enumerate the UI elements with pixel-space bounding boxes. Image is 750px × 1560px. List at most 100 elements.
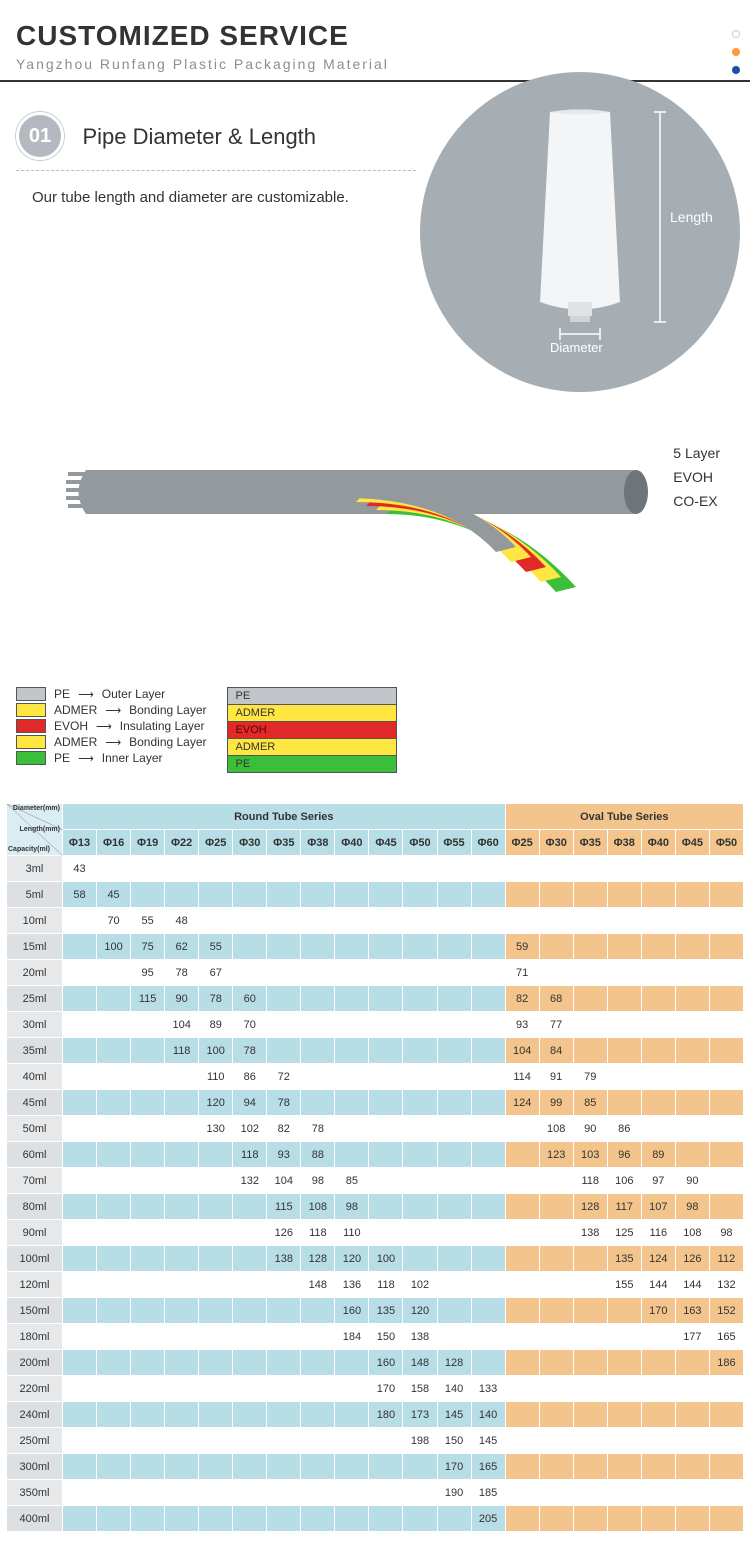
table-cell-round: 130 <box>199 1116 233 1142</box>
table-cell-oval <box>573 1428 607 1454</box>
table-cell-round: 120 <box>403 1298 437 1324</box>
table-cell-oval <box>641 934 675 960</box>
table-cell-round <box>403 1142 437 1168</box>
table-cell-round: 43 <box>63 856 97 882</box>
table-cell-oval <box>505 1116 539 1142</box>
table-cell-oval <box>675 1402 709 1428</box>
table-cell-round <box>335 1064 369 1090</box>
table-cell-round <box>233 1506 267 1532</box>
table-cell-oval <box>505 1194 539 1220</box>
diameter-header: Φ30 <box>539 830 573 856</box>
section-badge: 01 <box>16 112 64 160</box>
table-cell-oval <box>675 1064 709 1090</box>
diameter-header: Φ45 <box>675 830 709 856</box>
table-cell-round <box>233 1454 267 1480</box>
table-cell-round <box>233 1272 267 1298</box>
table-cell-round <box>97 1272 131 1298</box>
layer-side-labels: 5 LayerEVOHCO-EX <box>673 442 720 513</box>
table-cell-oval <box>539 856 573 882</box>
table-cell-round: 85 <box>335 1168 369 1194</box>
table-cell-round: 118 <box>369 1272 403 1298</box>
table-cell-round: 102 <box>403 1272 437 1298</box>
table-cell-round <box>131 1376 165 1402</box>
side-label: CO-EX <box>673 490 720 514</box>
table-cell-oval <box>675 986 709 1012</box>
table-cell-round <box>165 1168 199 1194</box>
table-cell-oval <box>573 1376 607 1402</box>
legend-layer-name: Bonding Layer <box>129 735 206 749</box>
table-cell-round <box>403 1038 437 1064</box>
table-cell-round <box>233 1480 267 1506</box>
layer-diagram: 5 LayerEVOHCO-EX PE⟶Outer LayerADMER⟶Bon… <box>0 412 750 803</box>
table-cell-oval <box>505 1168 539 1194</box>
table-cell-round <box>97 1298 131 1324</box>
table-cell-round <box>471 882 505 908</box>
diameter-header: Φ35 <box>573 830 607 856</box>
legend-layer-name: Inner Layer <box>102 751 163 765</box>
table-cell-oval <box>573 986 607 1012</box>
table-cell-round <box>165 882 199 908</box>
table-cell-oval: 90 <box>675 1168 709 1194</box>
table-cell-oval <box>607 908 641 934</box>
table-cell-oval <box>675 1350 709 1376</box>
table-cell-round <box>233 934 267 960</box>
legend-row: PE⟶Outer Layer <box>16 687 207 701</box>
table-cell-round <box>131 1428 165 1454</box>
table-cell-oval: 170 <box>641 1298 675 1324</box>
table-cell-round: 190 <box>437 1480 471 1506</box>
table-cell-oval <box>505 1142 539 1168</box>
capacity-cell: 180ml <box>7 1324 63 1350</box>
table-cell-round <box>437 934 471 960</box>
table-cell-round <box>267 856 301 882</box>
indicator-dots <box>732 30 740 74</box>
table-cell-oval <box>641 856 675 882</box>
table-cell-round <box>131 1480 165 1506</box>
table-cell-round <box>97 1350 131 1376</box>
table-cell-round <box>437 1324 471 1350</box>
table-cell-round <box>131 1402 165 1428</box>
table-cell-round <box>437 882 471 908</box>
legend-swatch <box>16 703 46 717</box>
table-cell-round <box>233 1246 267 1272</box>
table-cell-round <box>233 1324 267 1350</box>
table-cell-round: 45 <box>97 882 131 908</box>
diameter-header: Φ25 <box>505 830 539 856</box>
table-cell-round <box>267 1454 301 1480</box>
table-cell-round <box>437 986 471 1012</box>
table-cell-round <box>471 1038 505 1064</box>
table-cell-round <box>131 1454 165 1480</box>
table-cell-round <box>165 1194 199 1220</box>
legend-swatch <box>16 719 46 733</box>
table-cell-oval <box>641 1428 675 1454</box>
table-cell-oval <box>675 934 709 960</box>
table-cell-round <box>403 1454 437 1480</box>
table-cell-oval <box>675 960 709 986</box>
table-cell-round <box>165 1090 199 1116</box>
capacity-cell: 30ml <box>7 1012 63 1038</box>
table-cell-round <box>63 1428 97 1454</box>
table-cell-oval <box>607 1350 641 1376</box>
table-cell-round <box>301 856 335 882</box>
table-cell-round <box>267 1298 301 1324</box>
table-cell-round <box>233 882 267 908</box>
table-cell-oval <box>607 1012 641 1038</box>
table-cell-round <box>301 1428 335 1454</box>
table-cell-round <box>63 1298 97 1324</box>
table-cell-oval: 116 <box>641 1220 675 1246</box>
table-cell-round: 104 <box>267 1168 301 1194</box>
table-cell-round <box>335 1116 369 1142</box>
table-cell-round <box>97 1246 131 1272</box>
legend-swatch <box>16 687 46 701</box>
side-label: 5 Layer <box>673 442 720 466</box>
table-cell-round <box>199 1324 233 1350</box>
table-cell-oval <box>607 1090 641 1116</box>
table-cell-oval: 165 <box>709 1324 743 1350</box>
table-cell-oval <box>709 1506 743 1532</box>
table-cell-oval <box>573 1272 607 1298</box>
table-cell-oval <box>709 960 743 986</box>
table-cell-oval: 103 <box>573 1142 607 1168</box>
table-cell-round: 184 <box>335 1324 369 1350</box>
table-cell-round: 67 <box>199 960 233 986</box>
page-header: CUSTOMIZED SERVICE Yangzhou Runfang Plas… <box>0 0 750 82</box>
table-cell-round: 100 <box>199 1038 233 1064</box>
